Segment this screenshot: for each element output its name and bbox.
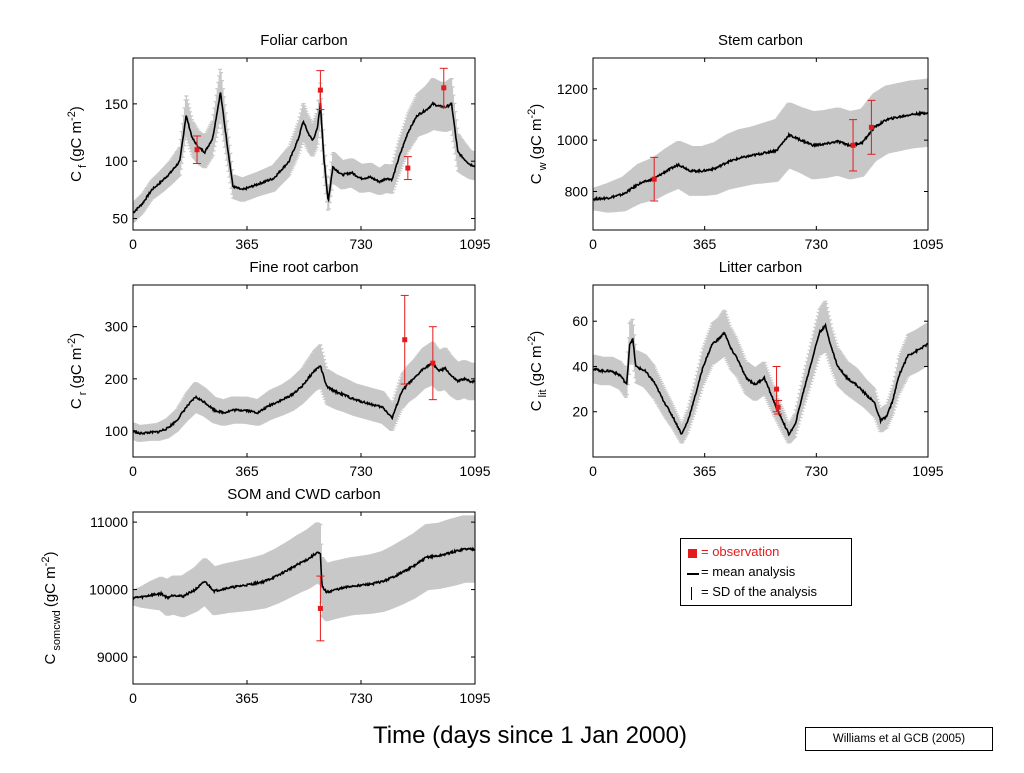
chart-panel-4: 0 365 730 1095 20 40 60 Litter carbon C lit (gC … [526,259,944,479]
x-tick-label: 730 [805,463,829,479]
sd-band-4 [593,300,928,444]
observation-4-1 [772,365,781,413]
x-tick-label: 730 [349,690,373,706]
panel-title: Foliar carbon [260,32,348,49]
legend-sd-label: = SD of the analysis [701,584,817,599]
x-tick-label: 730 [805,236,829,252]
observation-2-1 [650,156,659,202]
observation-2-2 [849,119,858,172]
y-tick-label: 100 [105,423,129,439]
observation-3-2 [428,326,437,401]
chart-panel-1: 0 365 730 1095 50 100 150 Foliar carbon C f (gC … [66,32,491,252]
x-tick-label: 0 [129,463,137,479]
y-tick-label: 200 [105,371,129,387]
y-axis-label: C w (gC m-2) [526,104,549,185]
plot-frame-3 [132,284,476,458]
y-tick-label: 10000 [89,582,128,598]
plot-frame-2 [592,57,929,231]
legend-observation-label: = observation [701,544,780,559]
x-tick-label: 365 [693,463,717,479]
x-tick-label: 1095 [912,236,943,252]
plot-frame-1 [132,57,476,231]
chart-panel-3: 0 365 730 1095 100 200 300 Fine root carbon C r … [66,259,491,479]
observation-1-1 [193,135,202,164]
plot-frame-4 [592,284,929,458]
mean-line-3 [133,359,475,436]
x-tick-label: 0 [589,236,597,252]
y-tick-label: 1200 [557,81,588,97]
y-axis-label: C r (gC m-2) [66,333,89,409]
observation-5-1 [316,575,325,642]
legend-observation: = observation [687,543,779,561]
x-tick-label: 730 [349,236,373,252]
x-tick-label: 0 [589,463,597,479]
mean-line-5 [133,546,475,601]
legend-mean-label: = mean analysis [701,564,796,579]
chart-panel-5: 0 365 730 1095 9000 10000 11000 SOM and CWD car… [40,486,491,706]
plot-frame-5 [132,511,476,685]
y-tick-label: 150 [105,96,129,112]
observation-marker-icon [687,546,699,560]
observation-2-3 [867,99,876,155]
citation-box: Williams et al GCB (2005) [805,727,993,751]
x-tick-label: 1095 [912,463,943,479]
observation-3-1 [400,294,409,385]
x-tick-label: 730 [349,463,373,479]
y-tick-label: 20 [572,404,588,420]
y-tick-label: 1000 [557,132,588,148]
mean-line-1 [133,92,475,214]
y-tick-label: 60 [572,313,588,329]
panel-title: Stem carbon [718,32,803,49]
x-tick-label: 365 [693,236,717,252]
y-axis-label: C somcwd (gC m-2) [40,552,63,665]
x-tick-label: 365 [235,236,259,252]
x-axis-label: Time (days since 1 Jan 2000) [373,722,687,749]
x-tick-label: 365 [235,463,259,479]
legend-mean: = mean analysis [687,563,795,581]
sd-band-1 [133,68,475,223]
observation-4-2 [774,399,783,415]
sd-band-3 [133,341,475,442]
y-tick-label: 300 [105,319,129,335]
legend: = observation = mean analysis = SD of th… [680,538,852,606]
x-tick-label: 1095 [459,690,490,706]
panel-title: SOM and CWD carbon [227,486,380,503]
sd-band-5 [133,515,475,622]
legend-sd: = SD of the analysis [687,583,817,601]
sd-bar-icon [687,586,699,600]
x-tick-label: 0 [129,236,137,252]
y-tick-label: 100 [105,153,129,169]
y-tick-label: 50 [112,211,128,227]
y-axis-label: C f (gC m-2) [66,106,89,182]
x-tick-label: 1095 [459,463,490,479]
mean-line-icon [687,566,699,580]
observation-1-3 [403,156,412,181]
panel-title: Litter carbon [719,259,802,276]
panel-title: Fine root carbon [249,259,358,276]
y-tick-label: 9000 [97,649,128,665]
mean-line-4 [593,322,928,437]
y-axis-label: C lit (gC m-2) [526,331,549,412]
observation-1-4 [439,67,448,108]
x-tick-label: 0 [129,690,137,706]
y-tick-label: 800 [565,183,589,199]
chart-panel-2: 0 365 730 1095 800 1000 1200 Stem carbon C w (gC… [526,32,944,252]
y-tick-label: 40 [572,358,588,374]
x-tick-label: 365 [235,690,259,706]
sd-band-2 [593,78,928,213]
y-tick-label: 11000 [90,514,128,530]
observation-1-2 [316,70,325,111]
x-tick-label: 1095 [459,236,490,252]
